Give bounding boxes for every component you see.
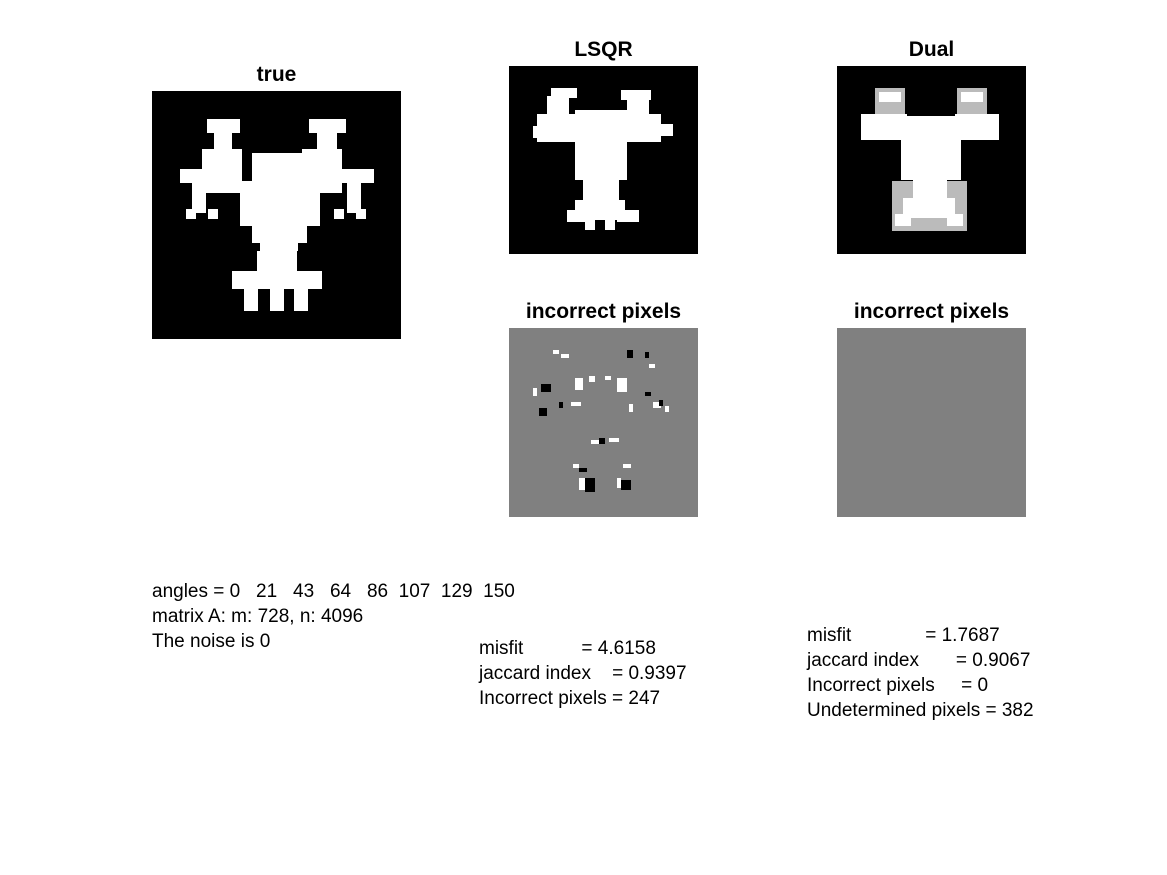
dual-panel-title: Dual (908, 38, 955, 61)
dual-jaccard-text: jaccard index = 0.9067 (807, 650, 1031, 671)
lsqr-image (509, 66, 698, 254)
lsqr-incorrect-image (509, 328, 698, 517)
true-panel-title: true (256, 63, 297, 86)
lsqr-jaccard-text: jaccard index = 0.9397 (479, 663, 687, 684)
dual-undetermined-text: Undetermined pixels = 382 (807, 700, 1034, 721)
lsqr-incorrect-text: Incorrect pixels = 247 (479, 688, 661, 709)
lsqr-incorrect-title: incorrect pixels (525, 300, 682, 323)
dual-incorrect-text: Incorrect pixels = 0 (807, 675, 989, 696)
angles-text: angles = 0 21 43 64 86 107 129 150 (152, 581, 515, 602)
dual-incorrect-title: incorrect pixels (853, 300, 1010, 323)
dual-misfit-text: misfit = 1.7687 (807, 625, 1000, 646)
noise-text: The noise is 0 (152, 631, 271, 652)
matrix-text: matrix A: m: 728, n: 4096 (152, 606, 364, 627)
lsqr-panel-title: LSQR (574, 38, 633, 61)
dual-image (837, 66, 1026, 254)
lsqr-misfit-text: misfit = 4.6158 (479, 638, 656, 659)
dual-incorrect-image (837, 328, 1026, 517)
true-image (152, 91, 401, 339)
